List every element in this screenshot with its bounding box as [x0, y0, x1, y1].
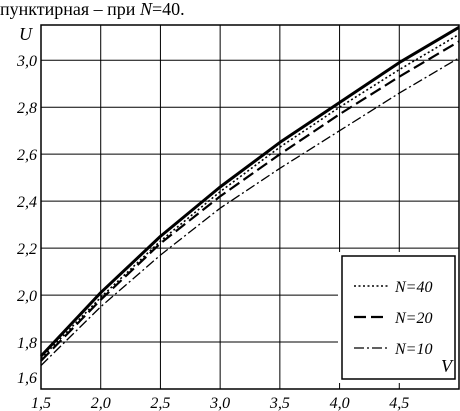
- series-line-dotted: [40, 33, 460, 360]
- y-axis-label: U: [19, 24, 33, 44]
- y-tick-label: 2,6: [17, 147, 37, 164]
- x-tick-label: 3,0: [209, 395, 230, 411]
- y-tick-label: 1,8: [17, 335, 37, 352]
- caption-prefix: пунктирная – при: [0, 0, 140, 19]
- figure-caption: пунктирная – при N=40.: [0, 0, 185, 22]
- y-tick-label: 2,4: [17, 194, 37, 211]
- series-lines: [39, 26, 460, 366]
- caption-suffix: =40.: [151, 0, 185, 19]
- legend-label: N=10: [394, 341, 432, 358]
- series-line-solid: [39, 26, 460, 358]
- y-tick-label: 2,8: [17, 100, 37, 117]
- legend-label: N=40: [394, 279, 432, 296]
- x-tick-label: 1,5: [31, 395, 51, 411]
- legend-box: [341, 255, 456, 380]
- x-tick-label: 4,5: [389, 395, 409, 411]
- series-line-dashdot: [40, 57, 460, 366]
- plot-frame: [40, 24, 460, 390]
- y-tick-label: 2,2: [17, 241, 37, 258]
- tick-labels: 1,5 2,0 2,5 3,0 3,5 4,0 4,5 1,6 1,8 2,0 2,2 2,4 2,6 2…: [16, 53, 409, 411]
- x-tick-label: 2,0: [91, 395, 111, 411]
- x-axis-label: V: [441, 356, 454, 376]
- y-tick-label: 1,6: [17, 370, 37, 387]
- legend-label: N=20: [394, 310, 432, 327]
- series-line-dashed: [40, 40, 460, 362]
- x-tick-label: 3,5: [269, 395, 290, 411]
- legend: N=40 N=20 N=10: [338, 252, 459, 383]
- y-tick-label: 2,0: [17, 288, 37, 305]
- x-tick-label: 4,0: [330, 395, 350, 411]
- x-tick-label: 2,5: [150, 395, 170, 411]
- y-tick-label: 3,0: [16, 53, 37, 70]
- caption-variable: N: [139, 0, 152, 19]
